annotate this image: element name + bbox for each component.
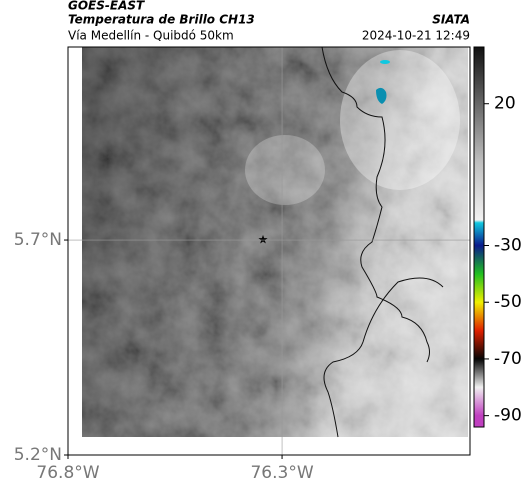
satellite-image: [82, 47, 468, 437]
title: GOES-EAST: [68, 0, 145, 13]
region: Vía Medellín - Quibdó 50km: [68, 29, 234, 43]
colorbar-label: -30: [494, 236, 522, 256]
x-tick-label: 76.8°W: [36, 463, 99, 483]
y-tick-label: 5.7°N: [14, 230, 62, 250]
map-frame: [67, 46, 471, 456]
colorbar: [473, 46, 485, 428]
colorbar-label: -50: [494, 292, 522, 312]
subtitle: Temperatura de Brillo CH13: [68, 13, 255, 27]
y-tick-label: 5.2°N: [14, 445, 62, 465]
colorbar-label: -70: [494, 349, 522, 369]
source: SIATA: [432, 13, 470, 27]
borders: [321, 46, 444, 438]
x-tick-label: 76.3°W: [250, 463, 313, 483]
colorbar-label: -90: [494, 406, 522, 426]
star-marker: ★: [258, 233, 269, 247]
colorbar-label: 20: [494, 94, 516, 114]
datetime: 2024-10-21 12:49: [362, 29, 470, 43]
